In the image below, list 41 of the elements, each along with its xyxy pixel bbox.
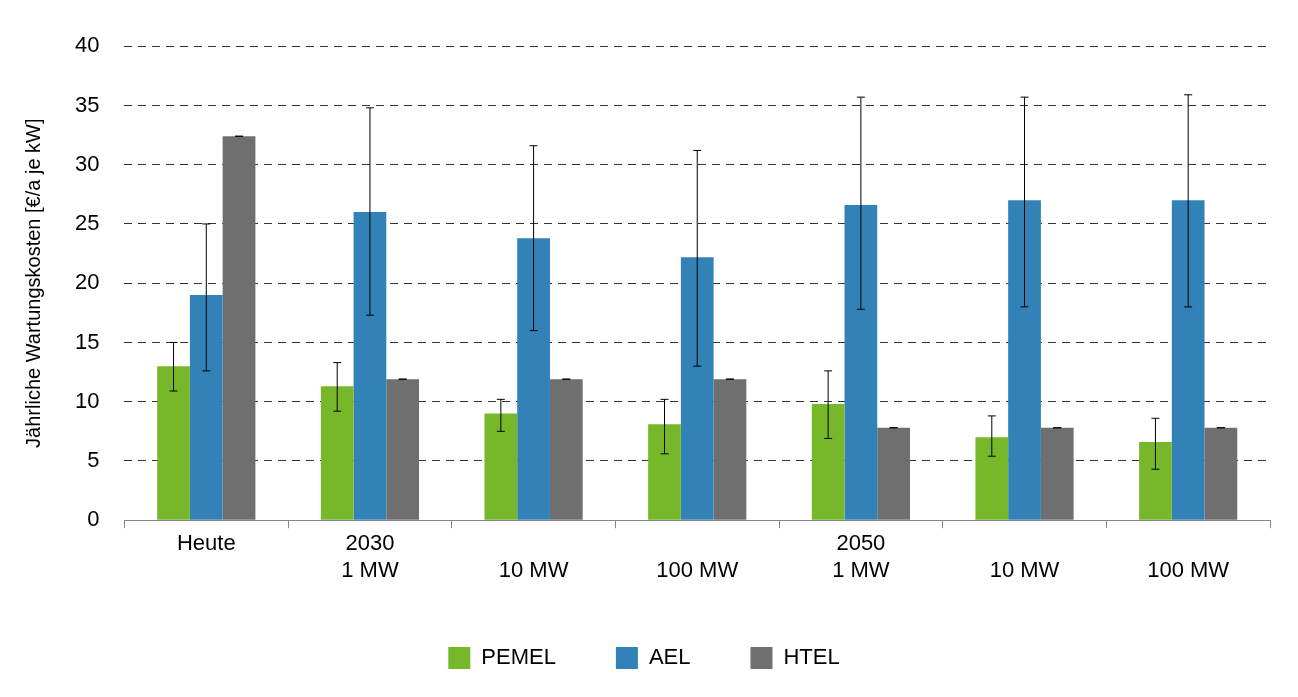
legend-label: AEL xyxy=(648,644,691,670)
bar xyxy=(877,427,910,520)
x-tick-label: 100 MW xyxy=(656,556,739,582)
bar xyxy=(811,404,845,520)
bar xyxy=(353,212,387,520)
y-tick-label: 25 xyxy=(74,210,100,236)
bar xyxy=(189,295,223,520)
bar xyxy=(844,204,878,520)
x-tick-label: Heute xyxy=(176,530,236,556)
bar xyxy=(222,136,256,520)
y-tick-label: 10 xyxy=(74,387,100,413)
bar xyxy=(386,379,420,520)
bar xyxy=(975,437,1009,520)
x-tick-label: 10 MW xyxy=(989,556,1060,582)
x-tick-label: 100 MW xyxy=(1147,556,1230,582)
bar xyxy=(1008,200,1041,520)
x-tick-label: 10 MW xyxy=(498,556,569,582)
bar xyxy=(1171,200,1205,520)
y-tick-label: 35 xyxy=(74,91,100,117)
x-tick-label: 2030 1 MW xyxy=(341,530,399,582)
y-tick-label: 0 xyxy=(87,506,100,532)
legend-label: PEMEL xyxy=(481,644,556,670)
bar xyxy=(549,379,583,520)
y-tick-label: 5 xyxy=(87,447,100,473)
y-tick-label: 40 xyxy=(74,32,100,58)
bar xyxy=(157,366,190,520)
bar xyxy=(1139,441,1172,520)
bar xyxy=(680,257,714,520)
y-axis-title: Jährliche Wartungskosten [€/a je kW] xyxy=(21,118,44,448)
bar xyxy=(648,424,681,520)
bar xyxy=(713,379,747,520)
bar xyxy=(484,413,518,520)
bar xyxy=(1204,427,1238,520)
y-tick-label: 15 xyxy=(74,328,100,354)
bar xyxy=(517,238,550,520)
legend-label: HTEL xyxy=(783,644,840,670)
y-tick-label: 20 xyxy=(74,269,100,295)
y-tick-label: 30 xyxy=(74,150,100,176)
bar xyxy=(1040,427,1074,520)
x-tick-label: 2050 1 MW xyxy=(832,530,890,582)
bar xyxy=(320,386,354,520)
